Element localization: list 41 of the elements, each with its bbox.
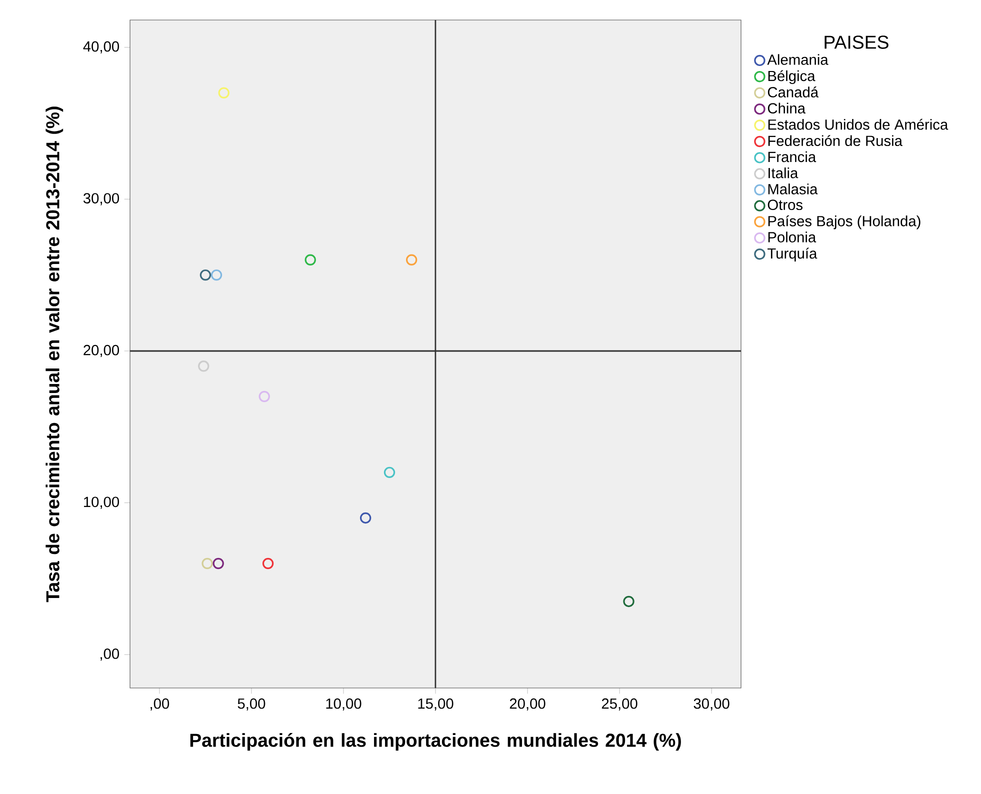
x-axis-title: Participación en las importaciones mundiales 2014 (%) — [190, 733, 681, 751]
legend-label: Francia — [768, 151, 816, 162]
point — [304, 254, 316, 266]
x-tick-label: 5,00 — [238, 698, 266, 711]
legend-label: Italia — [768, 167, 798, 178]
y-tick-label: 20,00 — [84, 344, 120, 358]
y-axis-title: Tasa de crecimiento anual en valor entre 2013-2014 (%) — [46, 106, 64, 602]
point — [210, 269, 222, 281]
x-tick-label: 15,00 — [418, 698, 454, 711]
legend-label: Federación de Rusia — [768, 135, 902, 146]
x-tick-label: 20,00 — [510, 698, 546, 711]
legend-label: China — [768, 102, 806, 114]
legend-label: Otros — [768, 200, 803, 210]
legend-title: PAISES — [824, 36, 888, 49]
x-tick-label: 30,00 — [694, 698, 730, 711]
y-tick-label: 30,00 — [83, 193, 120, 206]
legend-label: Estados Unidos de América — [768, 118, 948, 130]
point — [200, 269, 212, 281]
y-tick-label: 40,00 — [83, 41, 120, 54]
x-tick-label: 10,00 — [326, 698, 362, 711]
x-tick-label: ,00 — [150, 698, 170, 711]
point — [212, 558, 224, 570]
point — [198, 360, 210, 372]
point — [258, 390, 270, 402]
point — [218, 87, 230, 98]
legend-label: Alemania — [767, 54, 828, 65]
point — [360, 512, 372, 524]
legend-label: Países Bajos (Holanda) — [768, 215, 920, 230]
legend-label: Bélgica — [768, 70, 816, 84]
legend-label: Canadá — [768, 86, 819, 98]
y-tick-label: 10,00 — [84, 496, 120, 509]
point — [623, 596, 634, 608]
legend-label: Polonia — [768, 232, 816, 242]
point — [406, 254, 418, 266]
y-tick-label: ,00 — [100, 648, 120, 661]
legend-label: Turquía — [768, 248, 818, 262]
point — [262, 558, 274, 570]
point — [384, 466, 396, 478]
x-tick-label: 25,00 — [602, 698, 638, 711]
point — [202, 558, 213, 570]
legend-label: Malasia — [768, 184, 818, 194]
